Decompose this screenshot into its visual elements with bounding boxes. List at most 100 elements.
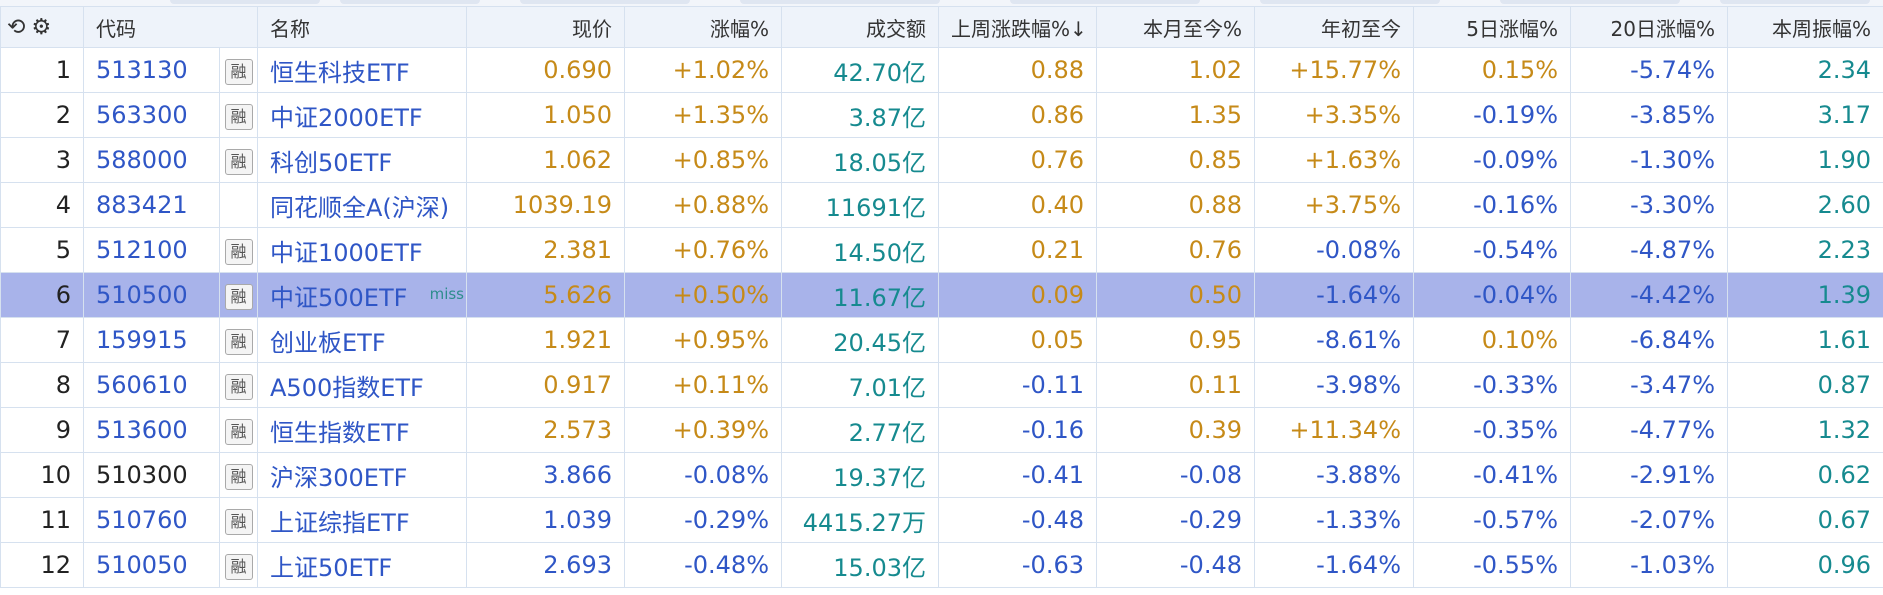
turnover-cell: 11.67亿 [781, 272, 939, 318]
last-week-change-cell: -0.16 [938, 407, 1097, 453]
col-header-ytd[interactable]: 年初至今 [1254, 6, 1414, 48]
col-header-5d[interactable]: 5日涨幅% [1413, 6, 1571, 48]
row-index: 7 [0, 317, 84, 363]
col-header-change[interactable]: 涨幅% [624, 6, 782, 48]
turnover-cell: 4415.27万 [781, 497, 939, 543]
margin-badge: 融 [224, 104, 253, 130]
col-header-amplitude[interactable]: 本周振幅% [1727, 6, 1883, 48]
gear-icon[interactable]: ⚙ [31, 15, 52, 40]
stock-code: 510500 [83, 272, 220, 318]
row-index: 11 [0, 497, 84, 543]
row-index: 12 [0, 542, 84, 588]
margin-badge-cell: 融 [219, 452, 258, 498]
change-pct-cell: -0.29% [624, 497, 782, 543]
security-name: 科创50ETF [257, 137, 467, 183]
stock-code: 883421 [83, 182, 220, 228]
ytd-change-cell: +15.77% [1254, 47, 1414, 93]
twenty-day-change-cell: -1.30% [1570, 137, 1728, 183]
table-row[interactable]: 1 513130 融恒生科技ETF 0.690 +1.02% 42.70亿 0.88 1.02… [0, 47, 1883, 93]
margin-badge: 融 [224, 59, 253, 85]
change-pct-cell: +1.02% [624, 47, 782, 93]
week-amplitude-cell: 1.61 [1727, 317, 1883, 363]
five-day-change-cell: -0.54% [1413, 227, 1571, 273]
price-cell: 1.062 [466, 137, 625, 183]
table-row[interactable]: 5 512100 融中证1000ETF 2.381 +0.76% 14.50亿 0.21 0.… [0, 227, 1883, 273]
ytd-change-cell: +3.35% [1254, 92, 1414, 138]
week-amplitude-cell: 2.23 [1727, 227, 1883, 273]
turnover-cell: 20.45亿 [781, 317, 939, 363]
stock-code: 512100 [83, 227, 220, 273]
last-week-change-cell: 0.21 [938, 227, 1097, 273]
change-pct-cell: +1.35% [624, 92, 782, 138]
stock-code: 563300 [83, 92, 220, 138]
col-header-mtd[interactable]: 本月至今% [1096, 6, 1255, 48]
table-row[interactable]: 9 513600 融恒生指数ETF 2.573 +0.39% 2.77亿 -0.16 0.39… [0, 407, 1883, 453]
row-index: 8 [0, 362, 84, 408]
row-index: 4 [0, 182, 84, 228]
last-week-change-cell: -0.11 [938, 362, 1097, 408]
price-cell: 1039.19 [466, 182, 625, 228]
mtd-change-cell: -0.48 [1096, 542, 1255, 588]
price-cell: 2.693 [466, 542, 625, 588]
row-index: 9 [0, 407, 84, 453]
last-week-change-cell: 0.40 [938, 182, 1097, 228]
table-row[interactable]: 7 159915 融创业板ETF 1.921 +0.95% 20.45亿 0.05 0.95-… [0, 317, 1883, 363]
price-cell: 5.626 [466, 272, 625, 318]
margin-badge-cell: 融 [219, 497, 258, 543]
col-header-price[interactable]: 现价 [466, 6, 625, 48]
security-name-text: 上证综指ETF [270, 508, 410, 537]
col-header-last-week[interactable]: 上周涨跌幅%↓ [938, 6, 1097, 48]
col-header-code[interactable]: 代码 [83, 6, 258, 48]
ytd-change-cell: -1.33% [1254, 497, 1414, 543]
week-amplitude-cell: 2.34 [1727, 47, 1883, 93]
turnover-cell: 11691亿 [781, 182, 939, 228]
table-row[interactable]: 10 510300 融沪深300ETF 3.866 -0.08% 19.37亿 -0.41-… [0, 452, 1883, 498]
margin-badge-cell: 融 [219, 272, 258, 318]
margin-badge-cell: 融 [219, 227, 258, 273]
margin-badge: 融 [224, 554, 253, 580]
week-amplitude-cell: 1.39 [1727, 272, 1883, 318]
change-pct-cell: +0.11% [624, 362, 782, 408]
row-index: 5 [0, 227, 84, 273]
security-name: 沪深300ETF [257, 452, 467, 498]
security-name: A500指数ETF [257, 362, 467, 408]
table-row[interactable]: 12 510050 融上证50ETF 2.693 -0.48% 15.03亿 -0.63 -0… [0, 542, 1883, 588]
security-name-text: 同花顺全A(沪深) [270, 193, 450, 222]
last-week-change-cell: -0.63 [938, 542, 1097, 588]
change-pct-cell: +0.76% [624, 227, 782, 273]
table-header-row: ⟲ ⚙ 代码 名称 现价 涨幅% 成交额 上周涨跌幅%↓ 本月至今% 年初至今 5… [0, 6, 1883, 48]
stock-code: 510300 [83, 452, 220, 498]
week-amplitude-cell: 0.87 [1727, 362, 1883, 408]
security-name-text: 沪深300ETF [270, 463, 408, 492]
table-row[interactable]: 3 588000 融科创50ETF 1.062 +0.85% 18.05亿 0.76 0.85… [0, 137, 1883, 183]
turnover-cell: 19.37亿 [781, 452, 939, 498]
security-name-text: A500指数ETF [270, 373, 424, 402]
row-index: 3 [0, 137, 84, 183]
row-index: 6 [0, 272, 84, 318]
table-row[interactable]: 2 563300 融中证2000ETF 1.050 +1.35% 3.87亿 0.86 1.3… [0, 92, 1883, 138]
col-header-turnover[interactable]: 成交额 [781, 6, 939, 48]
col-header-name[interactable]: 名称 [257, 6, 467, 48]
table-row[interactable]: 6 510500 融中证500ETF miss 5.626 +0.50% 11.67亿 0.0… [0, 272, 1883, 318]
undo-icon[interactable]: ⟲ [7, 15, 26, 40]
twenty-day-change-cell: -6.84% [1570, 317, 1728, 363]
table-row[interactable]: 8 560610 融 A500指数ETF 0.917 +0.11% 7.01亿 -0.11 0.… [0, 362, 1883, 408]
change-pct-cell: +0.85% [624, 137, 782, 183]
table-row[interactable]: 4 883421 同花顺全A(沪深) 1039.19 +0.88% 11691亿 0.40 0… [0, 182, 1883, 228]
turnover-cell: 42.70亿 [781, 47, 939, 93]
stock-code: 560610 [83, 362, 220, 408]
five-day-change-cell: -0.04% [1413, 272, 1571, 318]
week-amplitude-cell: 3.17 [1727, 92, 1883, 138]
table-row[interactable]: 11 510760 融上证综指ETF 1.039 -0.29% 4415.27万 -0.48… [0, 497, 1883, 543]
five-day-change-cell: -0.55% [1413, 542, 1571, 588]
ytd-change-cell: -3.98% [1254, 362, 1414, 408]
security-name-text: 恒生科技ETF [270, 58, 410, 87]
security-name-text: 科创50ETF [270, 148, 393, 177]
col-header-20d[interactable]: 20日涨幅% [1570, 6, 1728, 48]
turnover-cell: 3.87亿 [781, 92, 939, 138]
stock-code: 513600 [83, 407, 220, 453]
ytd-change-cell: +3.75% [1254, 182, 1414, 228]
twenty-day-change-cell: -4.42% [1570, 272, 1728, 318]
security-name-text: 恒生指数ETF [270, 418, 410, 447]
security-name-text: 中证1000ETF [270, 238, 423, 267]
